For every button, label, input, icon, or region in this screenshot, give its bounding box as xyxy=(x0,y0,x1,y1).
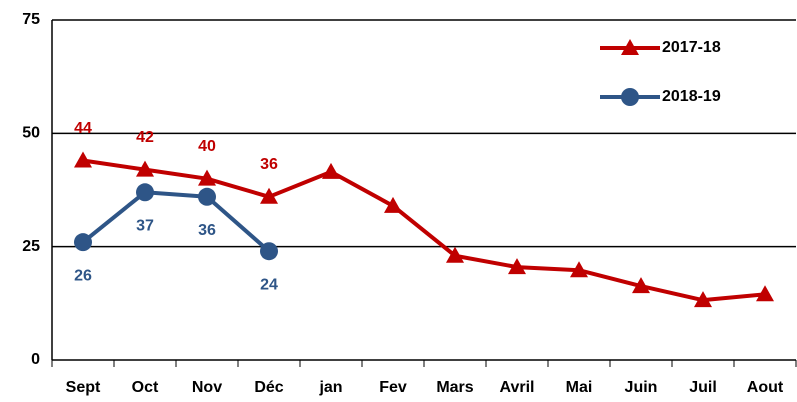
data-point xyxy=(136,183,154,202)
x-tick-label: Oct xyxy=(132,379,159,396)
y-tick-label: 25 xyxy=(22,238,40,255)
x-tick-label: Mars xyxy=(436,379,473,396)
data-label: 26 xyxy=(74,267,92,284)
x-tick-label: Juil xyxy=(689,379,717,396)
data-point xyxy=(198,187,216,206)
x-tick-label: Juin xyxy=(625,379,658,396)
data-point xyxy=(260,187,278,204)
data-label: 40 xyxy=(198,138,216,155)
data-point xyxy=(384,196,402,213)
data-label: 24 xyxy=(260,276,278,293)
y-tick-label: 50 xyxy=(22,125,40,142)
data-label: 44 xyxy=(74,120,92,137)
data-label: 37 xyxy=(136,217,154,234)
data-point xyxy=(756,285,774,302)
x-tick-label: Aout xyxy=(747,379,784,396)
x-tick-label: Avril xyxy=(500,379,535,396)
data-point xyxy=(136,160,154,177)
y-tick-label: 75 xyxy=(22,11,40,28)
legend-label: 2017-18 xyxy=(662,39,721,56)
data-point xyxy=(322,162,340,179)
data-label: 42 xyxy=(136,129,154,146)
data-point xyxy=(694,291,712,308)
x-tick-label: Mai xyxy=(566,379,593,396)
legend-marker xyxy=(621,88,639,106)
x-tick-label: Déc xyxy=(254,379,283,396)
legend-label: 2018-19 xyxy=(662,88,721,105)
x-tick-label: Fev xyxy=(379,379,407,396)
data-point xyxy=(632,277,650,294)
x-tick-label: Sept xyxy=(66,379,101,396)
y-tick-label: 0 xyxy=(31,351,40,368)
data-label: 36 xyxy=(260,156,278,173)
legend-marker xyxy=(621,39,639,55)
data-point xyxy=(74,233,92,252)
data-point xyxy=(570,261,588,278)
series-line xyxy=(81,190,271,253)
data-point xyxy=(446,246,464,263)
x-tick-label: Nov xyxy=(192,379,222,396)
x-tick-label: jan xyxy=(318,379,342,396)
data-point xyxy=(74,151,92,168)
data-point xyxy=(198,169,216,186)
data-label: 36 xyxy=(198,222,216,239)
data-point xyxy=(260,242,278,261)
series-line xyxy=(82,158,766,303)
data-point xyxy=(508,258,526,275)
